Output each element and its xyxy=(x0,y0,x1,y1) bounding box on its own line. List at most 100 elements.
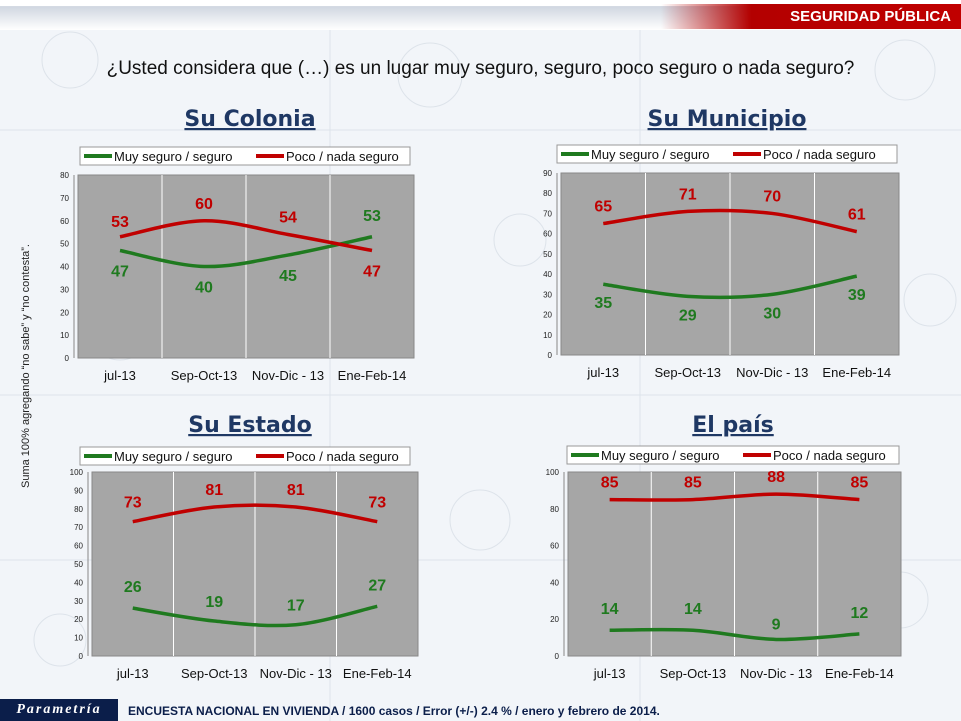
y-tick-label: 0 xyxy=(548,351,553,360)
x-tick-label: Ene-Feb-14 xyxy=(825,666,894,681)
y-tick-label: 50 xyxy=(60,240,69,249)
y-tick-label: 20 xyxy=(550,615,559,624)
data-label: 27 xyxy=(368,577,386,594)
data-label: 85 xyxy=(850,475,868,492)
y-tick-label: 50 xyxy=(74,560,83,569)
y-tick-label: 80 xyxy=(543,189,552,198)
y-tick-label: 70 xyxy=(74,523,83,532)
y-tick-label: 100 xyxy=(546,468,560,477)
legend-label: Poco / nada seguro xyxy=(286,149,399,164)
y-tick-label: 60 xyxy=(74,542,83,551)
series-line xyxy=(603,274,858,300)
y-tick-label: 60 xyxy=(543,230,552,239)
x-tick-label: Nov-Dic - 13 xyxy=(740,666,812,681)
y-tick-label: 40 xyxy=(74,578,83,587)
y-tick-label: 80 xyxy=(74,505,83,514)
x-tick-label: jul-13 xyxy=(586,365,619,380)
y-tick-label: 10 xyxy=(543,331,552,340)
data-label: 40 xyxy=(195,280,213,297)
data-label: 39 xyxy=(848,287,866,304)
legend-label: Muy seguro / seguro xyxy=(114,149,233,164)
legend-label: Poco / nada seguro xyxy=(763,147,876,162)
data-label: 47 xyxy=(111,263,129,280)
y-tick-label: 10 xyxy=(74,634,83,643)
y-tick-label: 30 xyxy=(74,597,83,606)
data-label: 17 xyxy=(287,598,305,615)
data-label: 12 xyxy=(850,605,868,622)
y-tick-label: 0 xyxy=(65,354,70,363)
y-tick-label: 40 xyxy=(543,270,552,279)
x-tick-label: jul-13 xyxy=(116,666,149,681)
y-tick-label: 0 xyxy=(555,652,560,661)
data-label: 81 xyxy=(205,482,223,499)
y-tick-label: 70 xyxy=(60,194,69,203)
y-tick-label: 10 xyxy=(60,331,69,340)
data-label: 45 xyxy=(279,268,297,285)
legend-box xyxy=(79,146,411,166)
data-label: 14 xyxy=(601,601,619,618)
data-label: 30 xyxy=(763,305,781,322)
x-tick-label: Sep-Oct-13 xyxy=(171,368,237,383)
data-label: 14 xyxy=(684,601,702,618)
y-tick-label: 40 xyxy=(550,578,559,587)
y-tick-label: 40 xyxy=(60,263,69,272)
brand-logo: Parametría xyxy=(0,699,118,721)
data-label: 61 xyxy=(848,207,866,224)
x-tick-label: Sep-Oct-13 xyxy=(655,365,721,380)
series-line xyxy=(132,604,378,628)
series-line xyxy=(119,235,373,269)
data-label: 19 xyxy=(205,594,223,611)
data-label: 71 xyxy=(679,186,697,203)
data-label: 73 xyxy=(368,495,386,512)
y-tick-label: 50 xyxy=(543,250,552,259)
data-label: 65 xyxy=(594,199,612,216)
y-tick-label: 60 xyxy=(550,542,559,551)
x-tick-label: Ene-Feb-14 xyxy=(822,365,891,380)
x-tick-label: Nov-Dic - 13 xyxy=(736,365,808,380)
chart-title: Su Colonia xyxy=(184,107,315,132)
y-tick-label: 0 xyxy=(79,652,84,661)
legend-label: Muy seguro / seguro xyxy=(591,147,710,162)
x-tick-label: Nov-Dic - 13 xyxy=(260,666,332,681)
y-tick-label: 80 xyxy=(60,171,69,180)
x-tick-label: Ene-Feb-14 xyxy=(338,368,407,383)
data-label: 26 xyxy=(124,579,142,596)
series-line xyxy=(609,627,860,642)
data-label: 85 xyxy=(601,475,619,492)
x-tick-label: Ene-Feb-14 xyxy=(343,666,412,681)
y-tick-label: 90 xyxy=(543,169,552,178)
survey-footnote: ENCUESTA NACIONAL EN VIVIENDA / 1600 cas… xyxy=(128,704,660,718)
x-tick-label: Nov-Dic - 13 xyxy=(252,368,324,383)
y-tick-label: 30 xyxy=(60,285,69,294)
legend-box xyxy=(566,445,900,465)
y-tick-label: 20 xyxy=(60,308,69,317)
data-label: 29 xyxy=(679,307,697,324)
data-label: 53 xyxy=(363,208,381,225)
x-tick-label: jul-13 xyxy=(593,666,626,681)
data-label: 60 xyxy=(195,196,213,213)
series-line xyxy=(132,503,378,524)
series-line xyxy=(603,208,858,234)
x-tick-label: Sep-Oct-13 xyxy=(660,666,726,681)
y-tick-label: 20 xyxy=(74,615,83,624)
legend-label: Muy seguro / seguro xyxy=(601,448,720,463)
data-label: 35 xyxy=(594,295,612,312)
y-tick-label: 20 xyxy=(543,311,552,320)
series-line xyxy=(119,218,373,253)
data-label: 47 xyxy=(363,263,381,280)
data-label: 88 xyxy=(767,469,785,486)
legend-label: Muy seguro / seguro xyxy=(114,449,233,464)
y-tick-label: 70 xyxy=(543,209,552,218)
x-tick-label: jul-13 xyxy=(103,368,136,383)
chart-title: El país xyxy=(692,413,773,438)
y-tick-label: 100 xyxy=(70,468,84,477)
y-tick-label: 30 xyxy=(543,290,552,299)
y-tick-label: 90 xyxy=(74,486,83,495)
data-label: 53 xyxy=(111,214,129,231)
data-label: 81 xyxy=(287,482,305,499)
y-tick-label: 60 xyxy=(60,217,69,226)
y-tick-label: 80 xyxy=(550,505,559,514)
series-line xyxy=(609,492,860,502)
data-label: 85 xyxy=(684,475,702,492)
